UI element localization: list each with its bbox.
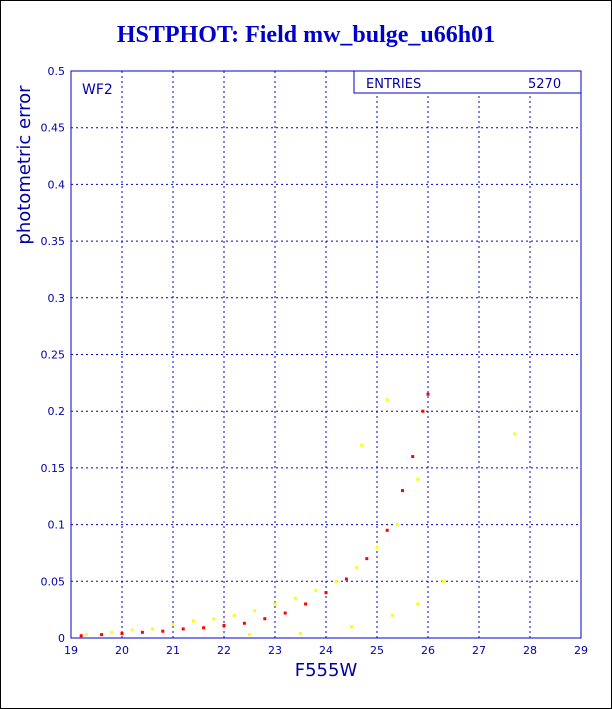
red-point: [79, 634, 83, 638]
yellow-point: [253, 609, 257, 613]
red-point: [263, 617, 267, 621]
red-point: [365, 557, 369, 561]
yellow-point: [360, 443, 364, 447]
red-point: [344, 577, 348, 581]
yellow-point: [416, 602, 420, 606]
yellow-point: [416, 477, 420, 481]
yellow-point: [350, 625, 353, 629]
red-point: [181, 627, 185, 631]
yellow-point: [334, 579, 338, 583]
red-point: [421, 409, 425, 413]
y-tick-label: 0.45: [41, 122, 66, 135]
yellow-point: [390, 613, 394, 617]
red-point: [242, 621, 246, 625]
yellow-point: [110, 630, 114, 634]
y-tick-label: 0.35: [41, 235, 66, 248]
red-point: [202, 626, 206, 630]
red-point: [161, 629, 165, 633]
chart-title: HSTPHOT: Field mw_bulge_u66h01: [116, 22, 496, 48]
y-tick-label: 0.2: [48, 405, 66, 418]
x-tick-label: 24: [319, 644, 333, 657]
x-tick-label: 22: [217, 644, 231, 657]
x-tick-label: 21: [166, 644, 180, 657]
y-tick-label: 0.1: [48, 519, 66, 532]
yellow-point: [212, 617, 216, 621]
data-points: [79, 392, 517, 638]
y-tick-label: 0.25: [41, 349, 66, 362]
panel-label: WF2: [82, 82, 113, 98]
yellow-point: [191, 619, 195, 623]
x-tick-label: 28: [523, 644, 537, 657]
y-tick-label: 0.4: [48, 178, 66, 191]
red-point: [304, 602, 308, 606]
yellow-point: [395, 523, 399, 527]
y-tick-label: 0: [58, 632, 65, 645]
yellow-point: [513, 432, 517, 436]
x-tick-label: 27: [472, 644, 486, 657]
red-point: [140, 630, 144, 634]
x-tick-label: 25: [370, 644, 384, 657]
yellow-point: [151, 627, 155, 631]
yellow-point: [130, 628, 134, 632]
red-point: [401, 489, 404, 493]
yellow-point: [375, 545, 379, 549]
yellow-point: [293, 596, 297, 600]
red-point: [100, 633, 104, 637]
y-tick-label: 0.5: [48, 65, 66, 78]
x-tick-label: 20: [115, 644, 129, 657]
red-point: [411, 455, 415, 459]
stats-box: [353, 70, 582, 94]
yellow-point: [314, 588, 318, 592]
yellow-point: [273, 602, 277, 606]
stats-value: 5270: [528, 77, 561, 92]
red-point: [222, 624, 226, 628]
yellow-point: [385, 398, 389, 402]
yellow-point: [171, 622, 175, 626]
x-tick-label: 26: [421, 644, 435, 657]
red-point: [120, 631, 124, 635]
yellow-point: [248, 633, 251, 637]
stats-label: ENTRIES: [366, 77, 421, 92]
y-tick-label: 0.15: [41, 462, 66, 475]
y-tick-label: 0.05: [41, 575, 66, 588]
red-point: [324, 591, 328, 595]
red-point: [283, 611, 287, 615]
tick-labels: 19 20 21 22 23 24 25 26 27 28 29 0 0.05 0.1 0.15 0.2 0.2…: [41, 65, 589, 657]
red-point: [426, 392, 430, 396]
grid: [70, 70, 582, 639]
yellow-point: [355, 566, 359, 570]
red-point: [385, 528, 389, 532]
y-axis-label: photometric error: [14, 85, 35, 245]
x-axis-label: F555W: [295, 660, 358, 681]
yellow-point: [299, 631, 302, 635]
y-tick-label: 0.3: [48, 292, 66, 305]
yellow-point: [232, 613, 236, 617]
x-tick-label: 29: [574, 644, 588, 657]
yellow-point: [441, 579, 445, 583]
x-tick-label: 19: [64, 644, 78, 657]
x-tick-label: 23: [268, 644, 282, 657]
yellow-point: [84, 633, 88, 637]
